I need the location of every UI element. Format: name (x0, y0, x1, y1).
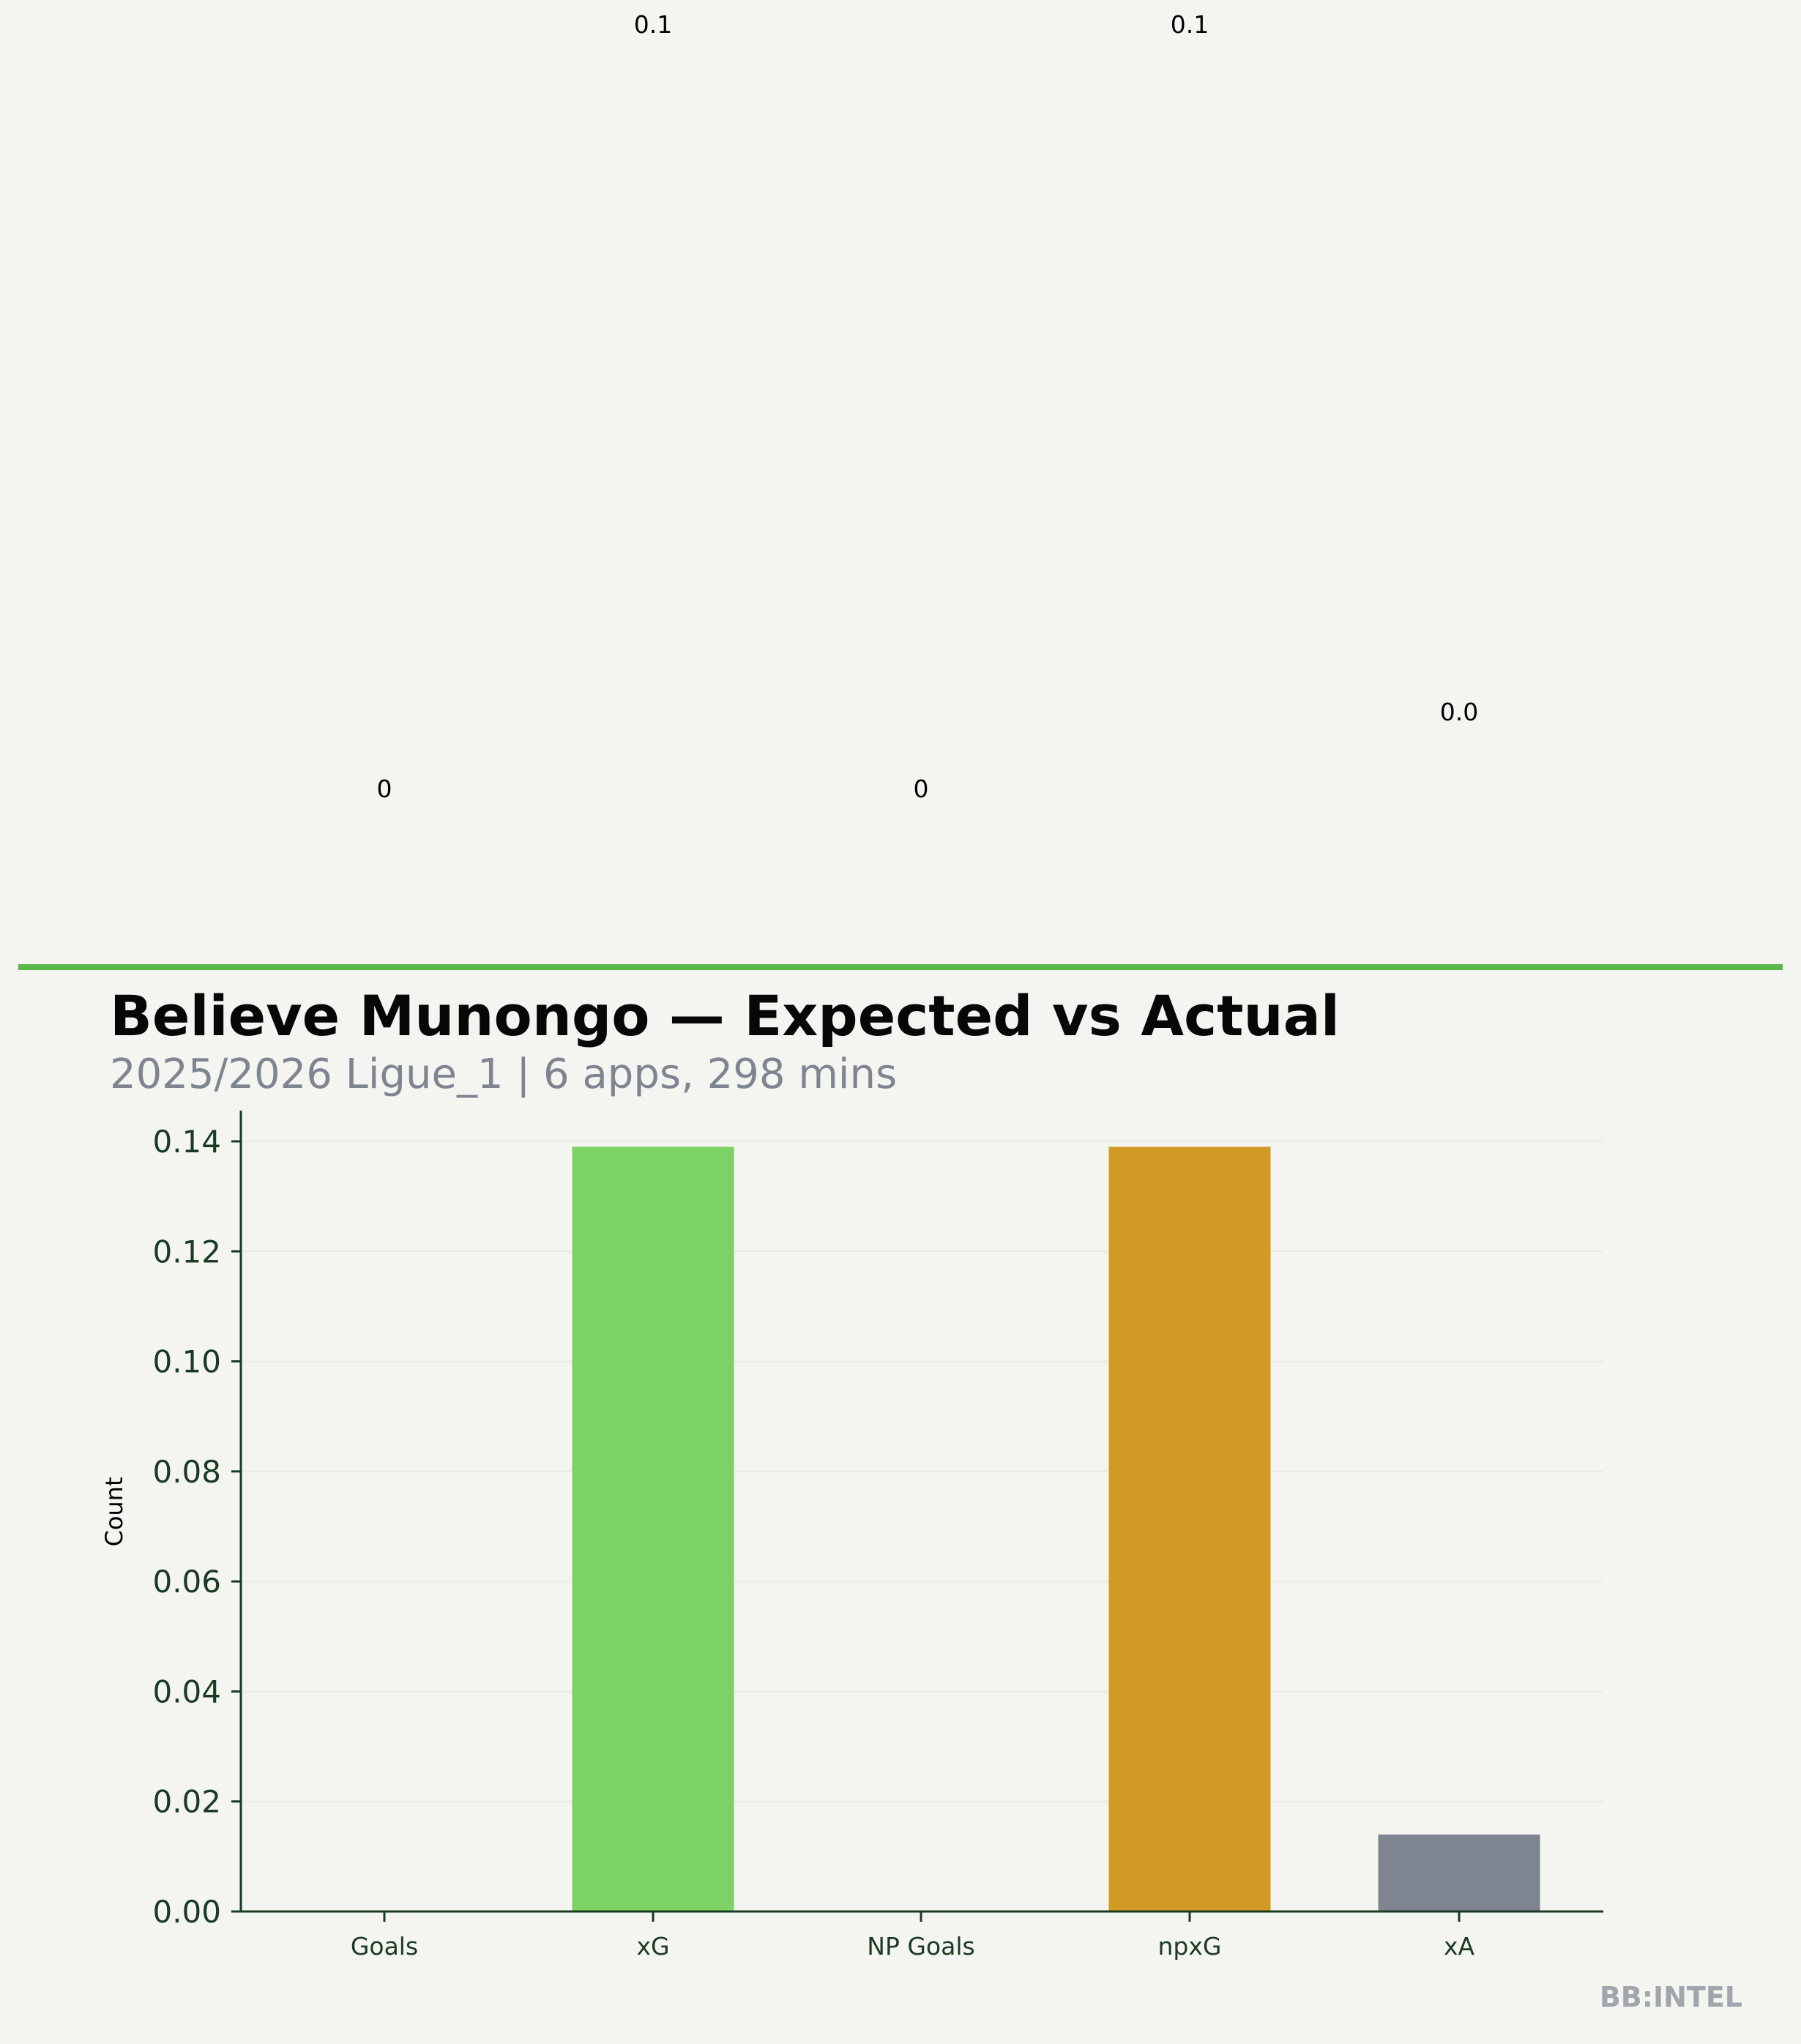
value-label: 0.1 (634, 10, 672, 39)
value-label: 0.1 (1171, 10, 1209, 39)
value-label: 0 (914, 775, 929, 803)
x-tick-label: xA (1444, 1932, 1475, 1961)
x-tick-label: Goals (351, 1932, 418, 1961)
y-tick-label: 0.06 (152, 1564, 221, 1600)
bar-xg (572, 1146, 734, 1911)
x-tick-label: xG (636, 1932, 669, 1961)
x-tick-label: NP Goals (867, 1932, 974, 1961)
y-tick-label: 0.14 (152, 1124, 221, 1160)
y-tick-label: 0.04 (152, 1674, 221, 1709)
watermark: BB:INTEL (1600, 1981, 1742, 2013)
y-tick-label: 0.12 (152, 1234, 221, 1269)
bar-xa (1378, 1834, 1540, 1911)
y-tick-label: 0.08 (152, 1454, 221, 1490)
bar-npxg (1108, 1146, 1271, 1911)
chart-subtitle: 2025/2026 Ligue_1 | 6 apps, 298 mins (110, 1051, 897, 1098)
y-tick-label: 0.10 (152, 1344, 221, 1380)
y-axis-label: Count (100, 1477, 128, 1546)
chart-title: Believe Munongo — Expected vs Actual (110, 983, 1340, 1048)
y-tick-label: 0.02 (152, 1784, 221, 1820)
y-tick-label: 0.00 (152, 1894, 221, 1930)
value-label: 0.0 (1440, 698, 1478, 726)
value-label: 0 (377, 775, 392, 803)
accent-divider (18, 964, 1783, 970)
x-tick-label: npxG (1158, 1932, 1222, 1961)
